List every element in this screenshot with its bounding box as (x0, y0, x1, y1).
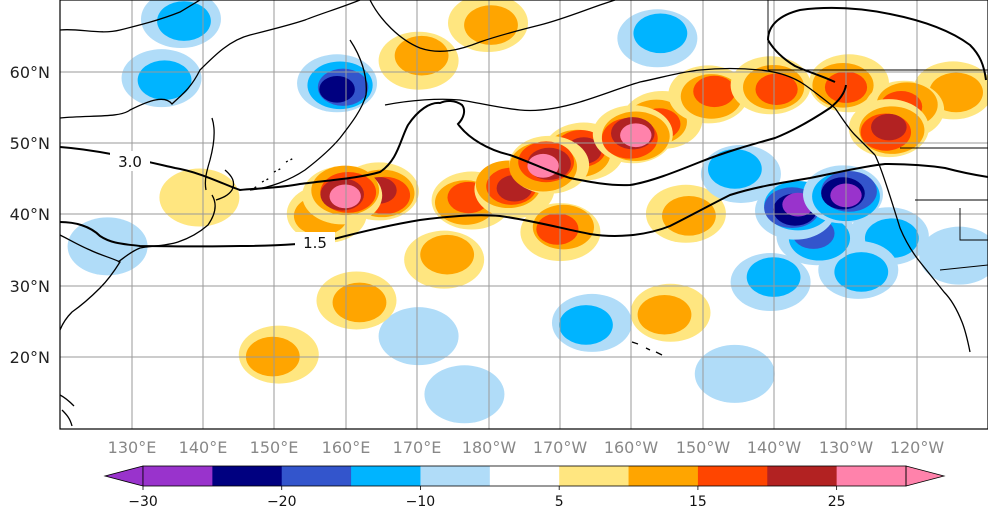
anomaly-level-patch (693, 75, 736, 108)
lon-label-140e: 140°E (179, 438, 228, 457)
colorbar-under-arrow (103, 465, 144, 487)
colorbar-segment (212, 466, 283, 486)
anomaly-blob (121, 49, 202, 108)
anomaly-level-patch (834, 252, 889, 292)
colorbar-outline (142, 465, 907, 487)
colorbar-segment (628, 466, 699, 486)
anomaly-blob (630, 283, 711, 342)
longitude-labels: 130°E 140°E 150°E 160°E 170°E 180°W 170°… (108, 438, 945, 457)
anomaly-level-patch (559, 305, 613, 345)
anomaly-level-patch (329, 184, 361, 209)
anomaly-level-patch (694, 344, 775, 403)
colorbar-over-arrow (905, 465, 946, 487)
anomaly-blob (668, 65, 749, 124)
lat-label-20n: 20°N (10, 348, 50, 367)
colorbar-segment (489, 466, 560, 486)
anomaly-level-patch (871, 113, 907, 141)
coastlines (60, 0, 971, 427)
contour-label-3: 3.0 (118, 153, 142, 171)
anomaly-blob (424, 365, 505, 424)
anomaly-level-patch (708, 149, 762, 189)
lon-label-120w: 120°W (890, 438, 945, 457)
anomaly-blob (378, 31, 459, 90)
colorbar-tick-label: −10 (406, 494, 436, 510)
anomaly-level-patch (755, 73, 798, 105)
anomaly-level-patch (527, 153, 559, 178)
anomaly-blob (617, 9, 698, 68)
anomaly-blob (592, 105, 673, 164)
contour-labels: 3.0 1.5 (110, 151, 335, 252)
anomaly-blob (404, 230, 485, 289)
colorbar-tick-label: 25 (828, 494, 846, 510)
colorbar-tick-label: −30 (128, 494, 158, 510)
anomaly-level-patch (67, 217, 148, 276)
map-frame (59, 0, 988, 430)
lon-label-140w: 140°W (747, 438, 802, 457)
lon-label-180w: 180°W (462, 438, 517, 457)
lon-label-150e: 150°E (250, 438, 299, 457)
anomaly-blob (803, 165, 883, 224)
lon-label-150w: 150°W (676, 438, 731, 457)
anomaly-level-patch (420, 234, 475, 275)
latitude-labels: 60°N 50°N 40°N 30°N 20°N (10, 63, 50, 367)
colorbar-segment (697, 466, 768, 486)
lat-label-30n: 30°N (10, 277, 50, 296)
lon-label-130e: 130°E (108, 438, 157, 457)
colorbar-segment (143, 466, 213, 486)
anomaly-level-patch (394, 35, 449, 76)
anomaly-level-patch (378, 307, 459, 366)
anomaly-blob (730, 56, 811, 115)
anomaly-field (67, 0, 988, 424)
anomaly-level-patch (919, 226, 988, 285)
anomaly-blob (919, 226, 988, 285)
colorbar-tick-label: 15 (689, 494, 707, 510)
colorbar-segment (351, 466, 421, 486)
anomaly-blob (551, 293, 632, 352)
anomaly-level-patch (137, 60, 192, 100)
anomaly-level-patch (633, 13, 688, 54)
anomaly-blob (316, 271, 397, 330)
anomaly-level-patch (536, 213, 579, 245)
colorbar-tick-label: 5 (555, 494, 564, 510)
lat-label-40n: 40°N (10, 205, 50, 224)
gridlines (60, 0, 988, 429)
lon-label-170e: 170°E (393, 438, 442, 457)
lat-label-50n: 50°N (10, 134, 50, 153)
anomaly-level-patch (620, 123, 652, 148)
lon-label-130w: 130°W (819, 438, 874, 457)
anomaly-level-patch (332, 282, 387, 323)
anomaly-blob (140, 0, 221, 49)
anomaly-blob (700, 144, 781, 203)
colorbar-segment (836, 466, 907, 486)
contour-label-1-5: 1.5 (303, 234, 327, 252)
colorbar-segment (767, 466, 838, 486)
anomaly-level-patch (159, 168, 240, 227)
anomaly-blob (378, 307, 459, 366)
lon-label-160e: 160°E (322, 438, 371, 457)
anomaly-blob (509, 135, 590, 194)
colorbar-segment (420, 466, 491, 486)
anomaly-blob (159, 168, 240, 227)
anomaly-blob (694, 344, 775, 403)
anomaly-level-patch (157, 1, 211, 41)
colorbar-tick-label: −20 (267, 494, 297, 510)
lon-label-160w: 160°W (604, 438, 659, 457)
anomaly-blob (297, 54, 378, 113)
map-plot-area: 3.0 1.5 (60, 0, 988, 429)
lon-label-170w: 170°W (533, 438, 588, 457)
anomaly-blob (238, 325, 319, 384)
colorbar-segment (281, 466, 352, 486)
anomaly-blob (67, 217, 148, 276)
anomaly-level-patch (319, 75, 355, 103)
lat-label-60n: 60°N (10, 63, 50, 82)
anomaly-level-patch (637, 294, 692, 335)
anomaly-level-patch (424, 365, 505, 424)
anomaly-blob (818, 240, 899, 299)
colorbar-segment (559, 466, 630, 486)
contour-lines (60, 6, 988, 248)
colorbar: −30 −20 −10 5 15 25 (103, 465, 946, 510)
